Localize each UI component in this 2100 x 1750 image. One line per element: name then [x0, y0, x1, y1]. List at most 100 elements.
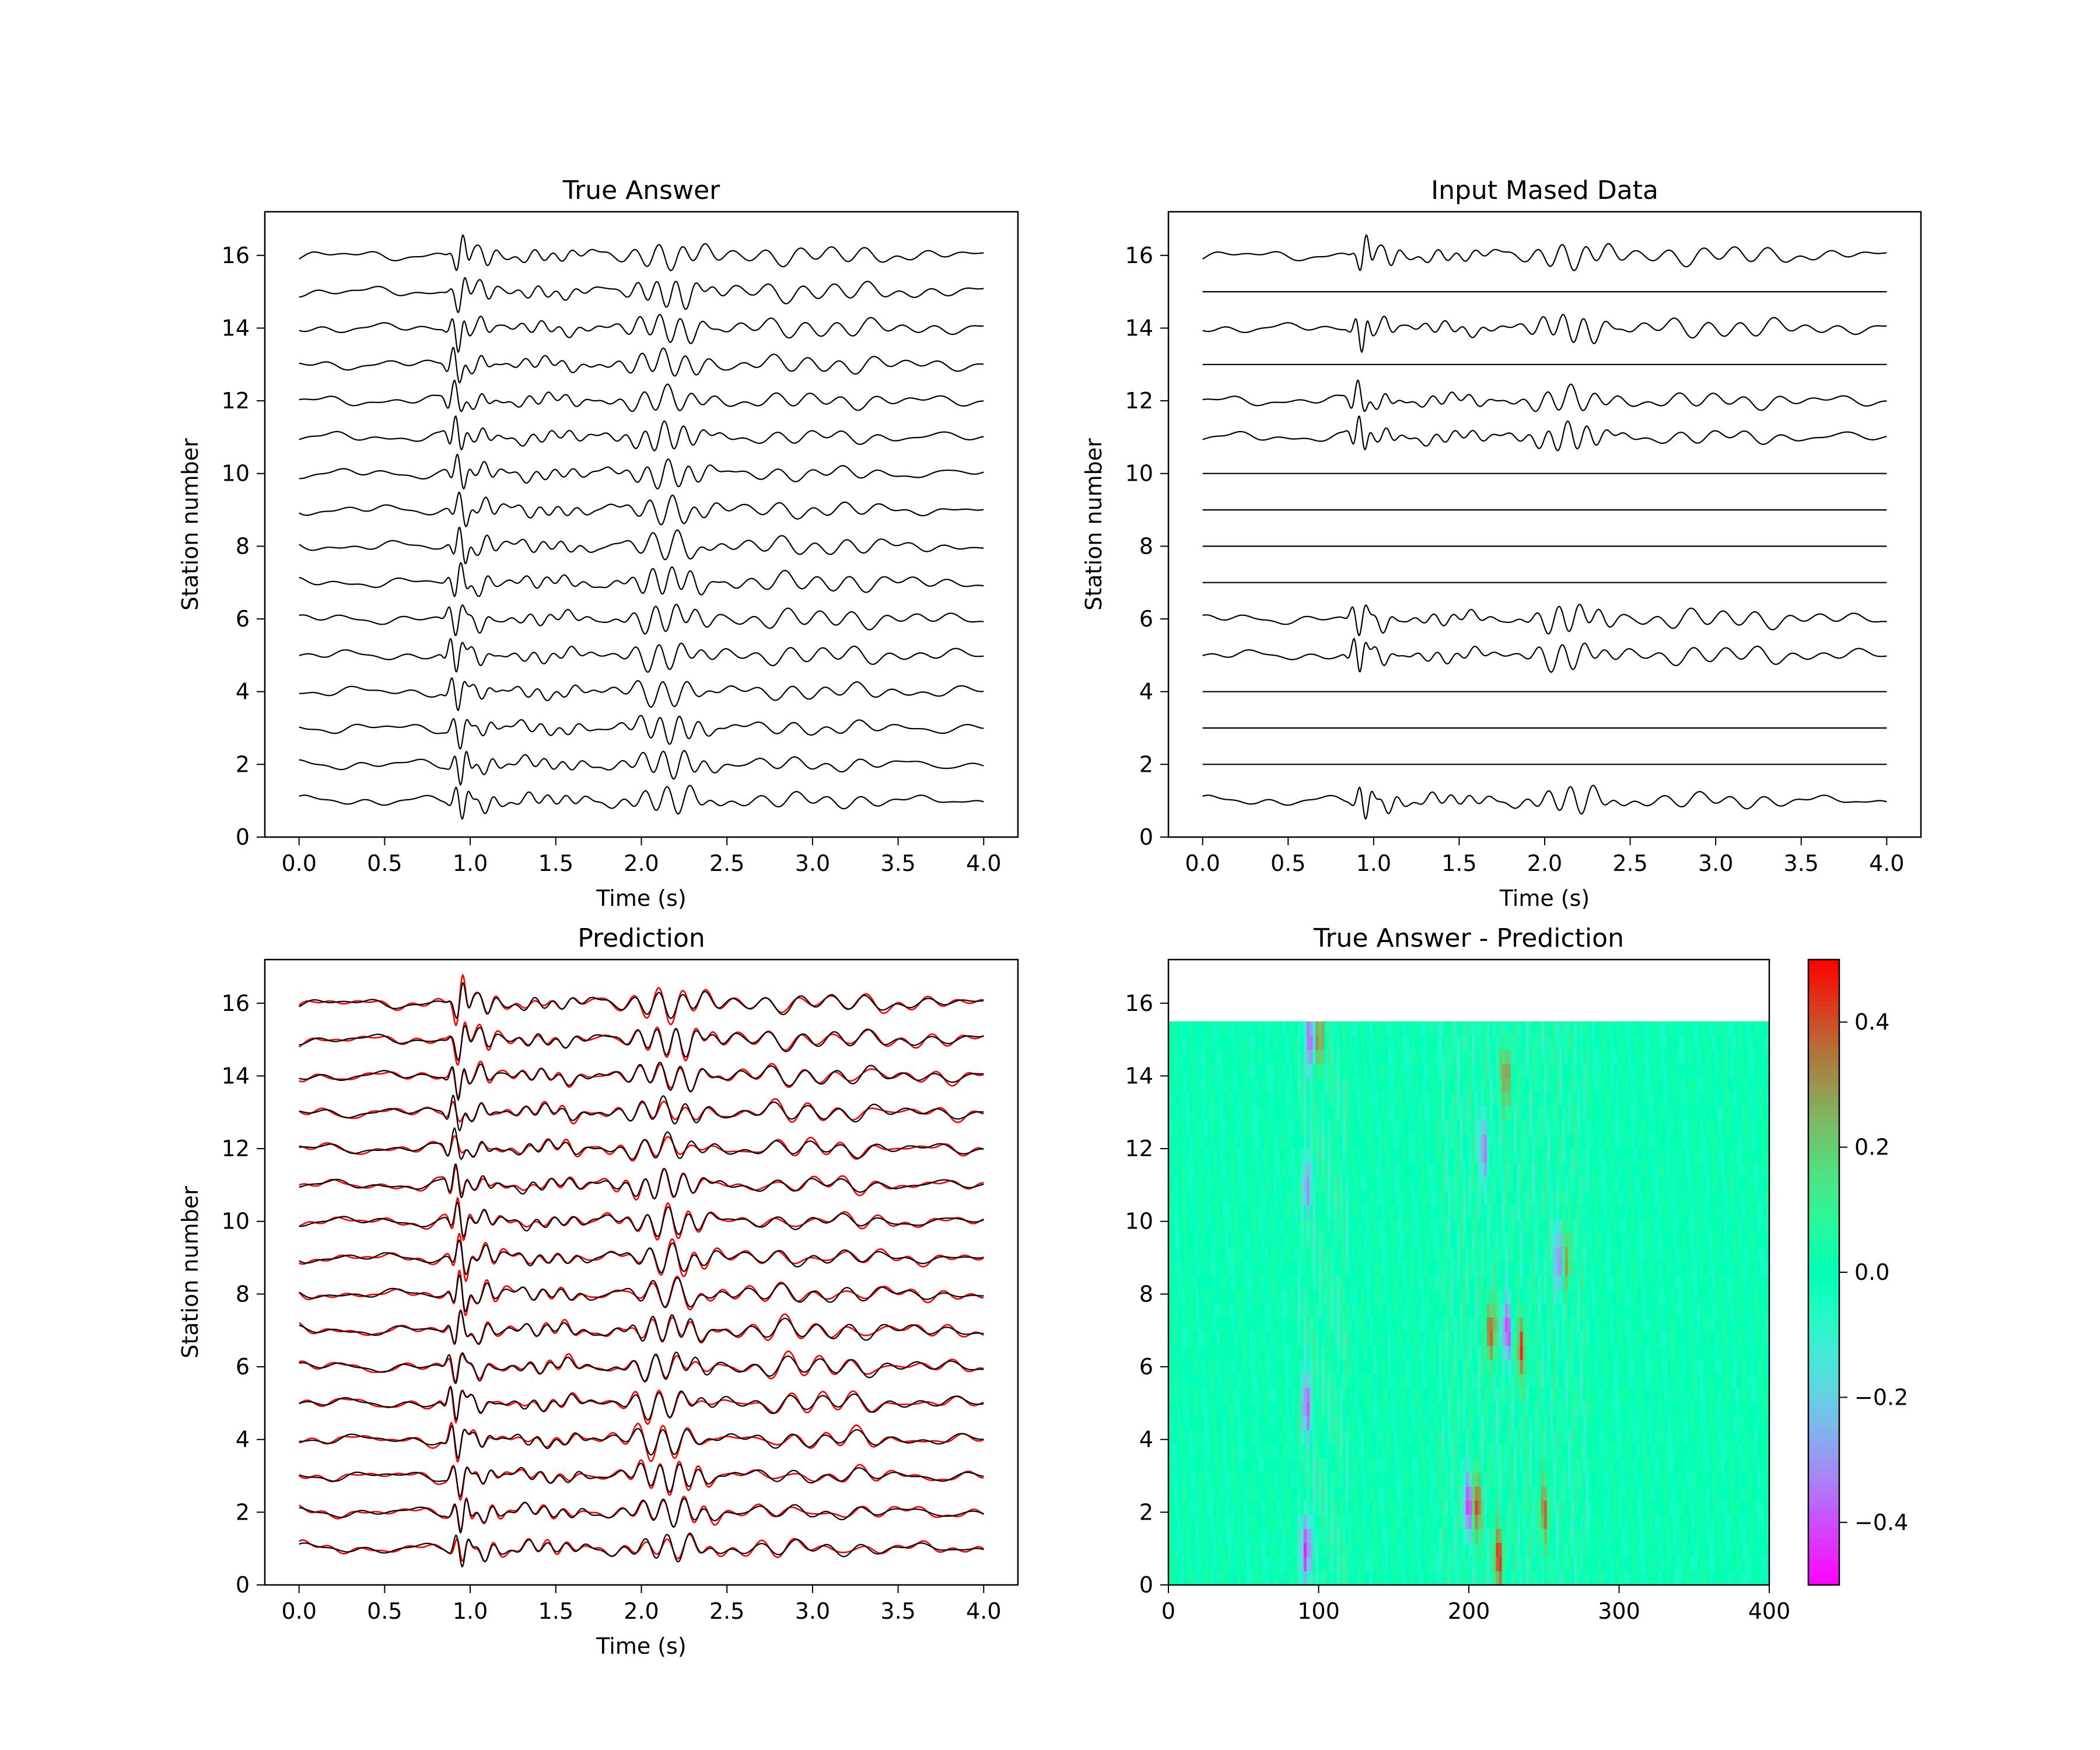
heatmap-cell	[1475, 1204, 1478, 1219]
heatmap-cell	[1258, 1261, 1262, 1276]
heatmap-cell	[1457, 1359, 1461, 1374]
heatmap-cell	[1444, 1148, 1448, 1163]
heatmap-cell	[1207, 1444, 1211, 1459]
heatmap-cell	[1352, 1416, 1355, 1430]
heatmap-cell	[1465, 1387, 1469, 1402]
heatmap-cell	[1198, 1331, 1202, 1346]
heatmap-cell	[1370, 1035, 1373, 1050]
heatmap-cell	[1472, 1261, 1475, 1276]
heatmap-cell	[1423, 1261, 1427, 1276]
heatmap-cell	[1396, 1472, 1401, 1487]
trace-station-11	[299, 415, 984, 452]
heatmap-cell	[1282, 1077, 1286, 1093]
heatmap-cell	[1472, 1458, 1475, 1473]
heatmap-cell	[1480, 1303, 1485, 1318]
heatmap-cell	[1222, 1416, 1226, 1430]
heatmap-cell	[1483, 1303, 1488, 1318]
heatmap-cell	[1240, 1219, 1244, 1233]
heatmap-cell	[1520, 1233, 1524, 1247]
heatmap-cell	[1345, 1528, 1349, 1544]
heatmap-cell	[1336, 1500, 1340, 1515]
heatmap-cell	[1216, 1148, 1220, 1163]
heatmap-cell	[1334, 1091, 1338, 1107]
heatmap-cell	[1312, 1289, 1316, 1304]
heatmap-cell	[1402, 1387, 1406, 1402]
heatmap-cell	[1292, 1359, 1295, 1374]
heatmap-cell	[1381, 1430, 1385, 1445]
heatmap-cell	[1391, 1077, 1394, 1093]
heatmap-cell	[1370, 1528, 1373, 1544]
heatmap-cell	[1349, 1120, 1352, 1135]
heatmap-cell	[1180, 1359, 1184, 1374]
heatmap-cell	[1300, 1035, 1304, 1050]
heatmap-cell	[1496, 1233, 1500, 1247]
heatmap-cell	[1201, 1049, 1205, 1065]
heatmap-cell	[1300, 1289, 1304, 1304]
heatmap-cell	[1490, 1402, 1493, 1416]
heatmap-cell	[1261, 1233, 1265, 1247]
heatmap-cell	[1438, 1261, 1443, 1276]
heatmap-cell	[1252, 1402, 1256, 1416]
heatmap-cell	[1321, 1317, 1325, 1332]
heatmap-cell	[1366, 1120, 1370, 1135]
heatmap-cell	[1306, 1430, 1310, 1445]
heatmap-cell	[1409, 1105, 1412, 1121]
heatmap-cell	[1331, 1514, 1334, 1529]
heatmap-cell	[1376, 1063, 1380, 1079]
heatmap-cell	[1237, 1219, 1241, 1233]
heatmap-cell	[1342, 1091, 1346, 1107]
heatmap-cell	[1195, 1345, 1199, 1360]
heatmap-cell	[1252, 1542, 1256, 1558]
heatmap-cell	[1180, 1570, 1184, 1586]
heatmap-cell	[1228, 1556, 1232, 1572]
heatmap-cell	[1378, 1233, 1382, 1247]
heatmap-cell	[1255, 1345, 1259, 1360]
heatmap-cell	[1357, 1345, 1362, 1360]
heatmap-cell	[1460, 1472, 1464, 1487]
heatmap-cell	[1250, 1219, 1253, 1233]
heatmap-cell	[1292, 1345, 1295, 1360]
heatmap-cell	[1441, 1021, 1446, 1036]
heatmap-cell	[1469, 1528, 1472, 1544]
heatmap-cell	[1426, 1275, 1430, 1290]
heatmap-cell	[1433, 1402, 1436, 1416]
heatmap-cell	[1384, 1162, 1388, 1177]
heatmap-cell	[1405, 1373, 1409, 1388]
heatmap-cell	[1318, 1120, 1322, 1135]
heatmap-cell	[1312, 1219, 1316, 1233]
heatmap-cell	[1270, 1120, 1274, 1135]
heatmap-cell	[1312, 1247, 1316, 1262]
heatmap-cell	[1525, 1176, 1530, 1191]
heatmap-cell	[1345, 1134, 1349, 1149]
heatmap-cell	[1294, 1458, 1298, 1473]
heatmap-cell	[1261, 1458, 1265, 1473]
heatmap-cell	[1243, 1134, 1247, 1149]
heatmap-cell	[1219, 1402, 1223, 1416]
heatmap-cell	[1331, 1148, 1334, 1163]
heatmap-cell	[1514, 1134, 1518, 1149]
heatmap-cell	[1168, 1486, 1172, 1501]
heatmap-cell	[1327, 1275, 1331, 1290]
heatmap-cell	[1490, 1486, 1493, 1501]
heatmap-cell	[1376, 1105, 1380, 1121]
heatmap-cell	[1454, 1049, 1458, 1065]
heatmap-cell	[1334, 1486, 1338, 1501]
heatmap-cell	[1231, 1556, 1235, 1572]
heatmap-cell	[1201, 1247, 1205, 1262]
heatmap-cell	[1300, 1247, 1304, 1262]
heatmap-cell	[1444, 1359, 1448, 1374]
heatmap-cell	[1460, 1331, 1464, 1346]
heatmap-cell	[1514, 1570, 1518, 1586]
heatmap-cell	[1511, 1331, 1514, 1346]
heatmap-cell	[1192, 1021, 1196, 1036]
heatmap-cell	[1409, 1233, 1412, 1247]
heatmap-cell	[1426, 1416, 1430, 1430]
heatmap-cell	[1345, 1345, 1349, 1360]
heatmap-cell	[1447, 1275, 1451, 1290]
heatmap-cell	[1186, 1430, 1190, 1445]
heatmap-cell	[1402, 1331, 1406, 1346]
heatmap-cell	[1436, 1556, 1440, 1572]
heatmap-cell	[1384, 1303, 1388, 1318]
heatmap-cell	[1195, 1077, 1199, 1093]
heatmap-cell	[1483, 1162, 1488, 1177]
